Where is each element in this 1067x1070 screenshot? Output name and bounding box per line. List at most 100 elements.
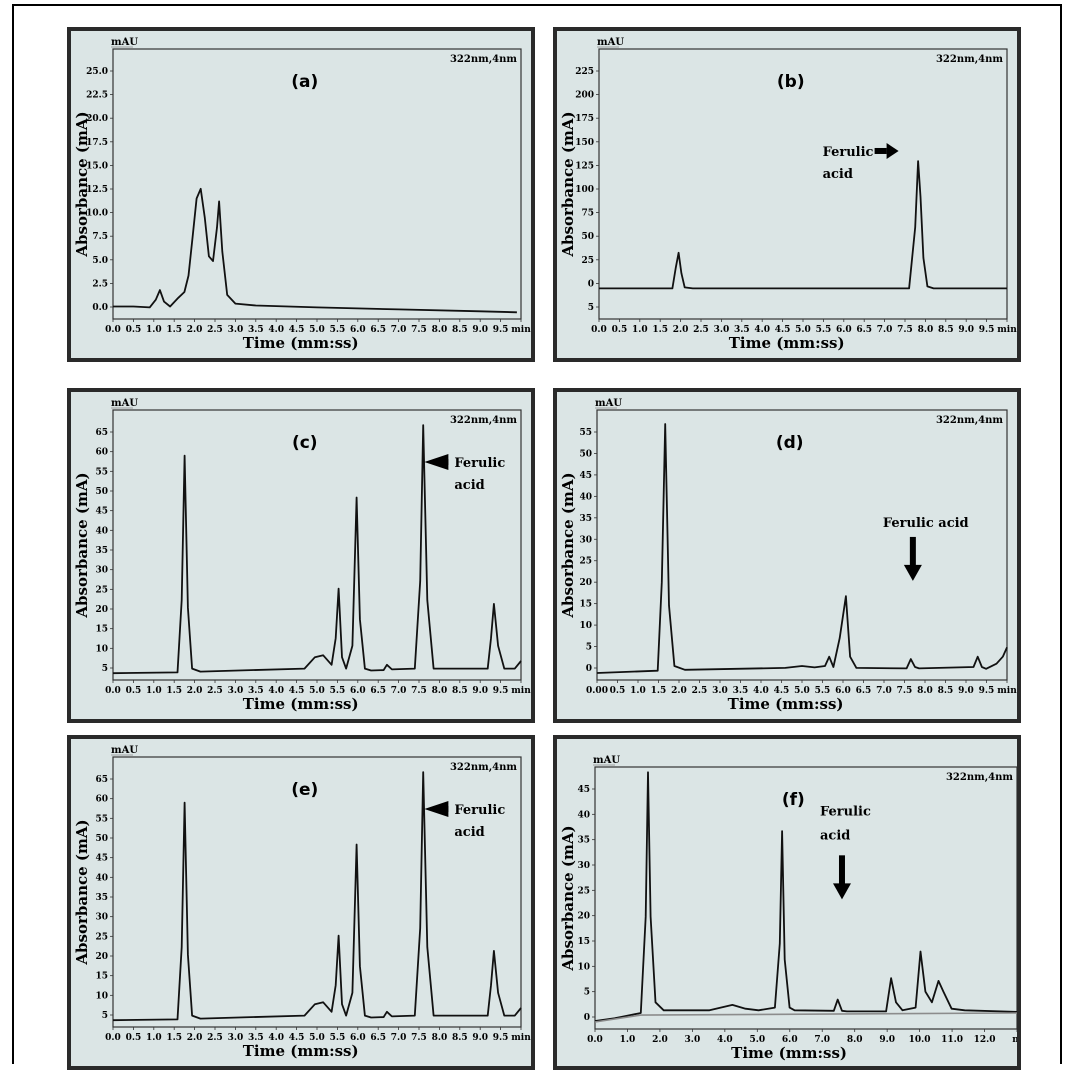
x-tick-label: min	[997, 686, 1017, 696]
y-tick-label: 30	[579, 535, 592, 545]
x-tick-label: 8.0	[917, 686, 933, 696]
x-tick-label: 1.5	[166, 1033, 182, 1043]
x-tick-label: 2.0	[187, 1033, 203, 1043]
x-tick-label: 2.0	[652, 1035, 668, 1045]
chromatogram-line	[596, 423, 1008, 674]
y-tick-label: 5	[102, 664, 108, 674]
x-tick-label: 3.0	[228, 1033, 244, 1043]
x-tick-label: 2.5	[693, 325, 709, 335]
x-tick-label: 0.5	[612, 325, 628, 335]
x-tick-label: 6.5	[856, 686, 872, 696]
x-tick-label: 2.5	[207, 325, 223, 335]
y-tick-label: 10	[95, 991, 108, 1001]
wavelength-label: 322nm,4nm	[450, 415, 517, 426]
panel-letter: (b)	[777, 72, 805, 92]
x-tick-label: 4.0	[753, 686, 769, 696]
x-tick-label: 6.0	[835, 686, 851, 696]
y-tick-label: 50	[581, 232, 594, 242]
arrow-shaft	[909, 536, 916, 567]
y-tick-label: 10	[95, 644, 108, 654]
y-tick-label: 0	[588, 279, 594, 289]
x-tick-label: 1.5	[166, 686, 182, 696]
y-tick-label: 30	[95, 566, 108, 576]
x-axis-title: Time (mm:ss)	[729, 334, 845, 352]
y-axis-title: Absorbance (mA)	[73, 819, 91, 965]
x-tick-label: 5.5	[330, 1033, 346, 1043]
x-axis-title: Time (mm:ss)	[731, 1044, 847, 1062]
y-axis-title: Absorbance (mA)	[73, 472, 91, 618]
x-tick-label: 0.0	[105, 325, 121, 335]
y-tick-label: 25.0	[86, 67, 108, 77]
x-tick-label: 5.5	[330, 325, 346, 335]
x-tick-label: 0.5	[126, 1033, 142, 1043]
chart-panel-5: mAU 322nm,4nm (f) 0.0 1.0 2.0 3.0 4.0 5.0 6.0 7.0 8…	[553, 735, 1021, 1070]
x-tick-label: 7.0	[876, 686, 892, 696]
panel-letter: (e)	[291, 780, 318, 800]
unit-label: mAU	[593, 755, 620, 766]
y-axis-title: Absorbance (mA)	[559, 472, 577, 618]
y-axis-title: Absorbance (mA)	[559, 825, 577, 971]
x-tick-label: 6.5	[370, 686, 386, 696]
arrow-shaft	[838, 855, 845, 886]
x-axis-title: Time (mm:ss)	[243, 334, 359, 352]
y-tick-label: 5.0	[92, 256, 108, 266]
y-tick-label: 10	[579, 621, 592, 631]
x-tick-label: 5.0	[749, 1035, 765, 1045]
x-tick-label: 3.0	[228, 686, 244, 696]
y-tick-label: 20.0	[86, 114, 108, 124]
x-tick-label: 0.0	[591, 325, 607, 335]
x-tick-label: 7.5	[897, 686, 913, 696]
x-tick-label: 5.5	[815, 686, 831, 696]
annotation-text: Ferulic	[823, 145, 874, 160]
x-tick-label: 5.0	[309, 1033, 325, 1043]
y-tick-label: 35	[95, 893, 108, 903]
arrow-head	[424, 454, 449, 471]
y-tick-label: 35	[579, 514, 592, 524]
y-tick-label: 22.5	[86, 91, 108, 101]
unit-label: mAU	[111, 37, 138, 48]
chromatogram-line	[112, 424, 522, 675]
x-tick-label: 6.0	[836, 325, 852, 335]
x-tick-label: 9.0	[879, 1035, 895, 1045]
x-tick-label: 5.5	[816, 325, 832, 335]
x-tick-label: 1.0	[146, 325, 162, 335]
ferulic-acid-annotation: Ferulic acid	[424, 801, 505, 840]
y-tick-label: 5	[584, 988, 590, 998]
arrow-head	[903, 564, 922, 581]
y-tick-label: 25	[581, 256, 594, 266]
x-tick-label: 4.0	[268, 325, 284, 335]
x-tick-label: 6.5	[370, 1033, 386, 1043]
unit-label: mAU	[111, 398, 138, 409]
x-tick-label: 5.0	[309, 325, 325, 335]
y-tick-label: 25	[95, 932, 108, 942]
annotation-text: acid	[820, 828, 850, 843]
annotation-text: acid	[823, 167, 853, 182]
y-tick-label: 20	[95, 605, 108, 615]
y-tick-label: 75	[581, 209, 594, 219]
x-tick-label: 6.0	[350, 325, 366, 335]
x-tick-label: 9.0	[472, 686, 488, 696]
chromatogram-svg: mAU 322nm,4nm (d) 0.00 0.5 1.0 1.5 2.0 2.5 3.0 3.5…	[559, 398, 1017, 713]
y-tick-label: 10.0	[86, 209, 108, 219]
x-tick-label: 9.0	[958, 686, 974, 696]
x-tick-label: min	[511, 325, 531, 335]
y-tick-label: 25	[95, 585, 108, 595]
x-tick-label: 5.0	[795, 325, 811, 335]
x-tick-label: 0.5	[126, 686, 142, 696]
x-tick-label: 8.0	[918, 325, 934, 335]
y-tick-label: 45	[95, 854, 108, 864]
x-tick-label: 8.0	[432, 686, 448, 696]
ferulic-acid-annotation: Ferulic acid	[424, 454, 505, 493]
y-tick-label: 40	[579, 492, 592, 502]
wavelength-label: 322nm,4nm	[936, 54, 1003, 65]
x-tick-label: 8.5	[452, 1033, 468, 1043]
chromatogram-line	[594, 771, 1017, 1022]
x-tick-label: 9.5	[493, 1033, 509, 1043]
y-tick-label: 45	[577, 785, 590, 795]
x-axis-title: Time (mm:ss)	[243, 695, 359, 713]
x-tick-label: 8.5	[938, 686, 954, 696]
x-tick-label: 2.0	[673, 325, 689, 335]
y-tick-label: 40	[577, 810, 590, 820]
x-tick-label: 4.5	[775, 325, 791, 335]
x-tick-label: 5.5	[330, 686, 346, 696]
